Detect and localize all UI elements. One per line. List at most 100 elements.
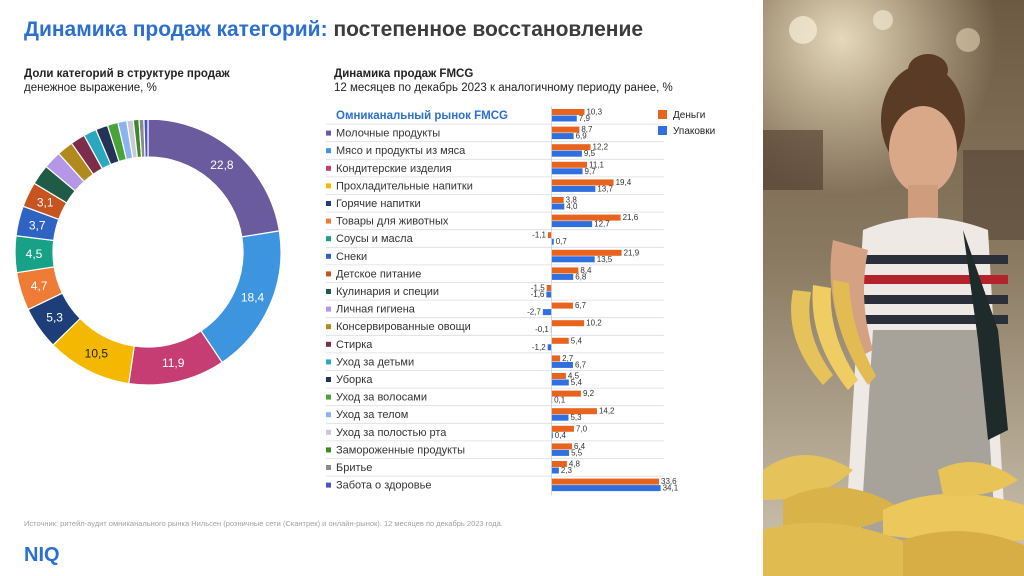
bar-value-label: 19,4 xyxy=(616,178,632,187)
bar-value-label: 6,8 xyxy=(575,272,587,281)
bar-money xyxy=(551,425,574,432)
category-marker xyxy=(326,429,331,435)
bar-value-label: -1,6 xyxy=(531,290,545,299)
category-marker xyxy=(326,289,331,294)
category-marker xyxy=(326,253,331,259)
bar-value-label: 7,9 xyxy=(579,114,591,123)
donut-slice-label: 11,9 xyxy=(162,356,185,370)
donut-slice-label: 18,4 xyxy=(241,290,265,304)
category-label: Мясо и продукты из мяса xyxy=(336,145,466,157)
bar-value-label: -0,1 xyxy=(535,325,549,334)
bar-packs xyxy=(551,256,595,263)
bar-value-label: 4,0 xyxy=(566,202,578,211)
bar-value-label: 14,2 xyxy=(599,407,615,416)
title-highlight: Динамика продаж категорий: xyxy=(24,18,328,41)
category-marker xyxy=(326,130,331,136)
donut-slice-label: 4,7 xyxy=(31,279,48,293)
donut-slice xyxy=(147,120,281,238)
bar-value-label: 13,5 xyxy=(597,255,613,264)
category-label: Бритье xyxy=(336,462,372,474)
bar-packs xyxy=(551,133,574,140)
bar-packs xyxy=(551,449,570,456)
bar-packs xyxy=(551,273,574,280)
category-marker xyxy=(326,324,331,330)
category-marker xyxy=(326,201,331,206)
bar-value-label: 8,7 xyxy=(581,125,593,134)
bar-money xyxy=(551,302,573,309)
bar-packs xyxy=(551,115,577,122)
legend-packs-swatch xyxy=(658,126,667,135)
category-label: Стирка xyxy=(336,339,373,351)
bar-value-label: 33,6 xyxy=(661,477,677,486)
bar-money xyxy=(546,285,552,291)
bar-value-label: 6,7 xyxy=(575,301,587,310)
bar-packs xyxy=(551,221,593,228)
category-label: Уход за детьми xyxy=(336,356,414,368)
bar-money xyxy=(551,249,622,256)
category-label: Личная гигиена xyxy=(336,304,416,316)
category-label: Забота о здоровье xyxy=(336,480,431,492)
bar-value-label: 2,3 xyxy=(561,466,573,475)
bar-packs xyxy=(551,238,554,245)
donut-slice-label: 10,5 xyxy=(85,347,109,361)
bar-value-label: 9,7 xyxy=(585,167,597,176)
bar-packs xyxy=(542,309,552,316)
category-marker xyxy=(326,271,331,277)
bar-money xyxy=(551,390,581,397)
category-marker xyxy=(326,165,331,171)
bar-money xyxy=(551,267,579,274)
bars-title: Динамика продаж FMCG xyxy=(334,68,474,80)
bar-value-label: -1,5 xyxy=(531,284,545,293)
legend-money-label: Деньги xyxy=(673,110,706,121)
category-label: Замороженные продукты xyxy=(336,444,465,456)
bar-value-label: 13,7 xyxy=(597,184,613,193)
bar-packs xyxy=(551,379,569,386)
category-label: Кондитерские изделия xyxy=(336,163,452,175)
category-label: Детское питание xyxy=(336,268,421,280)
category-label: Уборка xyxy=(336,374,373,386)
bar-packs xyxy=(551,414,569,421)
category-label: Молочные продукты xyxy=(336,128,440,140)
shopper-photo xyxy=(763,0,1024,576)
bar-money xyxy=(551,109,585,115)
title-rest: постепенное восстановление xyxy=(333,18,644,41)
category-marker xyxy=(326,412,331,418)
bar-packs xyxy=(551,361,573,368)
legend-money-swatch xyxy=(658,110,667,119)
category-marker xyxy=(326,377,331,382)
donut-slice-label: 22,8 xyxy=(210,158,234,172)
bar-money xyxy=(551,197,564,203)
bar-value-label: 5,5 xyxy=(571,448,583,457)
bar-value-label: 12,7 xyxy=(594,220,610,229)
category-marker xyxy=(326,394,331,400)
category-label: Горячие напитки xyxy=(336,198,421,210)
bar-money xyxy=(551,126,580,133)
bar-value-label: 0,4 xyxy=(555,431,567,440)
donut-slice-label: 4,5 xyxy=(26,247,43,261)
bar-money xyxy=(551,461,567,467)
bar-money xyxy=(551,355,561,362)
bar-value-label: 4,8 xyxy=(569,460,581,469)
bar-value-label: 0,1 xyxy=(554,396,566,405)
bar-value-label: 5,4 xyxy=(571,336,583,345)
bar-value-label: 21,6 xyxy=(623,213,639,222)
bar-money xyxy=(551,179,614,186)
donut-slice xyxy=(143,120,149,158)
bar-value-label: 12,2 xyxy=(593,143,609,152)
bar-value-label: 9,5 xyxy=(584,149,596,158)
category-marker xyxy=(326,465,331,470)
bar-money xyxy=(551,161,588,168)
category-marker xyxy=(326,236,331,242)
category-label: Соусы и масла xyxy=(336,233,414,245)
bar-packs xyxy=(551,150,582,157)
bars-header: Динамика продаж FMCG 12 месяцев по декаб… xyxy=(334,67,673,95)
bar-value-label: -2,7 xyxy=(527,308,541,317)
bar-value-label: 21,9 xyxy=(624,248,640,257)
bar-value-label: 7,0 xyxy=(576,424,588,433)
donut-slice-label: 3,1 xyxy=(37,196,54,210)
bar-packs xyxy=(551,168,583,175)
category-label: Снеки xyxy=(336,251,367,263)
category-label: Прохладительные напитки xyxy=(336,180,473,192)
donut-header: Доли категорий в структуре продаж денежн… xyxy=(24,67,230,95)
bar-value-label: 4,5 xyxy=(568,372,580,381)
